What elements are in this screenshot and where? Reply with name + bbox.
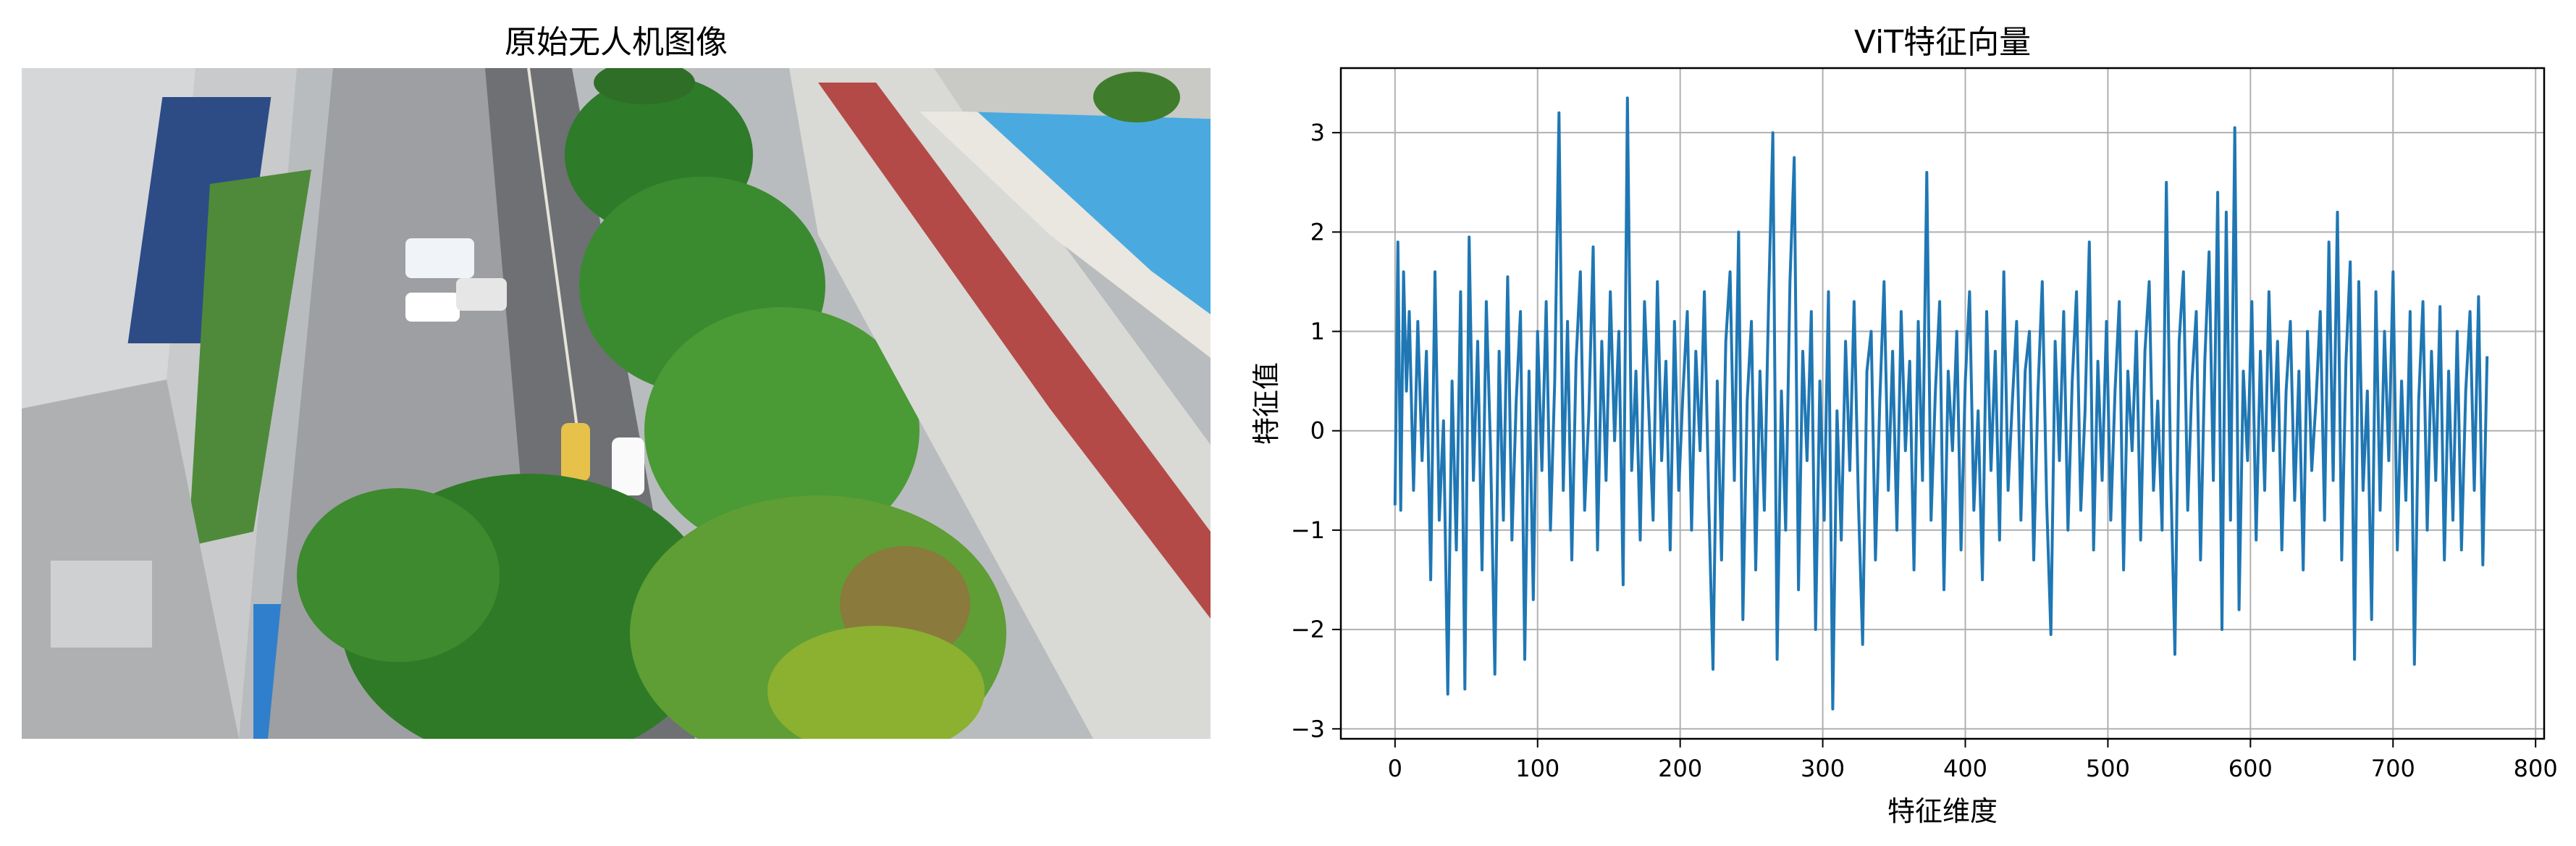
x-tick-label: 400 — [1943, 755, 1987, 782]
x-tick-label: 300 — [1801, 755, 1845, 782]
x-tick-label: 600 — [2228, 755, 2273, 782]
image-panel-title: 原始无人机图像 — [505, 24, 728, 61]
x-tick-label: 800 — [2514, 755, 2558, 782]
x-tick-label: 0 — [1388, 755, 1402, 782]
y-tick-label: 3 — [1310, 119, 1325, 146]
x-tick-label: 700 — [2371, 755, 2415, 782]
x-tick-label: 500 — [2086, 755, 2130, 782]
drone-street-image — [22, 68, 1211, 739]
y-tick-label: 1 — [1310, 318, 1325, 345]
y-tick-label: −3 — [1291, 715, 1325, 742]
y-tick-label: 2 — [1310, 218, 1325, 246]
x-tick-label: 100 — [1515, 755, 1560, 782]
x-axis-label: 特征维度 — [1887, 795, 1998, 827]
y-tick-label: −2 — [1291, 616, 1325, 643]
y-axis-label: 特征值 — [1250, 362, 1282, 445]
feature-series-line — [1393, 96, 2489, 711]
y-tick-label: −1 — [1291, 516, 1325, 544]
x-tick-label: 200 — [1658, 755, 1702, 782]
y-tick-label: 0 — [1310, 417, 1325, 445]
chart-title: ViT特征向量 — [1853, 24, 2032, 61]
